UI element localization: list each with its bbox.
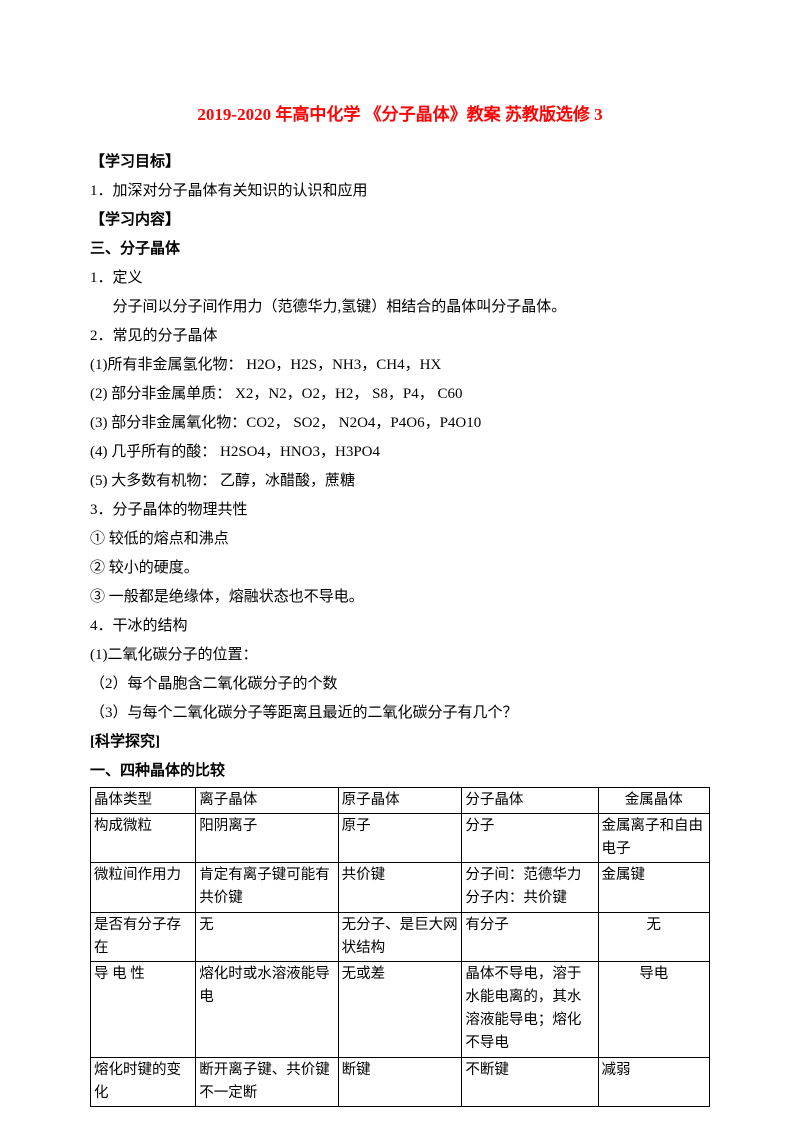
table-cell: 金属离子和自由电子	[598, 813, 709, 862]
table-cell: 无或差	[338, 961, 462, 1057]
table-cell: 导 电 性	[91, 961, 196, 1057]
table-row: 微粒间作用力 肯定有离子键可能有共价键共价键 分子间：范德华力分子内：共价键金属…	[91, 863, 710, 912]
table-row: 构成微粒 阳阴离子原子分子 金属离子和自由电子	[91, 813, 710, 862]
table-cell: 熔化时或水溶液能导电	[196, 961, 338, 1057]
line-c4: (4) 几乎所有的酸： H2SO4，HNO3，H3PO4	[90, 439, 710, 466]
line-phys: 3．分子晶体的物理共性	[90, 497, 710, 524]
table-cell: 分子	[462, 813, 598, 862]
table-row: 晶体类型离子晶体原子晶体分子晶体金属晶体	[91, 787, 710, 813]
table-cell: 分子晶体	[462, 787, 598, 813]
table-row: 是否有分子存在无 无分子、是巨大网状结构有分子无	[91, 912, 710, 961]
table-cell: 阳阴离子	[196, 813, 338, 862]
line-c5: (5) 大多数有机物： 乙醇，冰醋酸，蔗糖	[90, 468, 710, 495]
table-cell: 断键	[338, 1057, 462, 1106]
table-cell: 原子	[338, 813, 462, 862]
table-cell: 金属晶体	[598, 787, 709, 813]
compare-table: 晶体类型离子晶体原子晶体分子晶体金属晶体构成微粒 阳阴离子原子分子 金属离子和自…	[90, 787, 710, 1107]
line-p2: ② 较小的硬度。	[90, 555, 710, 582]
table-cell: 导电	[598, 961, 709, 1057]
line-p1: ① 较低的熔点和沸点	[90, 526, 710, 553]
line-def-body: 分子间以分子间作用力（范德华力,氢键）相结合的晶体叫分子晶体。	[90, 294, 710, 321]
line-d3: （3）与每个二氧化碳分子等距离且最近的二氧化碳分子有几个？	[90, 700, 710, 727]
line-objective-1: 1．加深对分子晶体有关知识的认识和应用	[90, 178, 710, 205]
line-c1: (1)所有非金属氢化物： H2O，H2S，NH3，CH4，HX	[90, 352, 710, 379]
table-cell: 是否有分子存在	[91, 912, 196, 961]
table-cell: 构成微粒	[91, 813, 196, 862]
line-d2: （2）每个晶胞含二氧化碳分子的个数	[90, 671, 710, 698]
table-cell: 断开离子键、共价键不一定断	[196, 1057, 338, 1106]
heading-section3: 三、分子晶体	[90, 236, 710, 263]
table-cell: 肯定有离子键可能有共价键	[196, 863, 338, 912]
table-cell: 晶体不导电，溶于水能电离的，其水溶液能导电；熔化不导电	[462, 961, 598, 1057]
table-cell: 减弱	[598, 1057, 709, 1106]
line-d1: (1)二氧化碳分子的位置：	[90, 642, 710, 669]
document-page: 2019-2020 年高中化学 《分子晶体》教案 苏教版选修 3 【学习目标】 …	[0, 0, 800, 1147]
line-c3: (3) 部分非金属氧化物：CO2， SO2， N2O4，P4O6，P4O10	[90, 410, 710, 437]
table-cell: 原子晶体	[338, 787, 462, 813]
table-cell: 微粒间作用力	[91, 863, 196, 912]
table-cell: 无	[598, 912, 709, 961]
heading-objective: 【学习目标】	[90, 149, 710, 176]
line-def: 1．定义	[90, 265, 710, 292]
doc-title: 2019-2020 年高中化学 《分子晶体》教案 苏教版选修 3	[90, 100, 710, 131]
line-dryice: 4．干冰的结构	[90, 613, 710, 640]
table-cell: 无	[196, 912, 338, 961]
table-cell: 不断键	[462, 1057, 598, 1106]
table-cell: 无分子、是巨大网状结构	[338, 912, 462, 961]
line-c2: (2) 部分非金属单质： X2，N2，O2，H2， S8，P4， C60	[90, 381, 710, 408]
table-cell: 离子晶体	[196, 787, 338, 813]
table-cell: 熔化时键的变化	[91, 1057, 196, 1106]
line-common: 2．常见的分子晶体	[90, 323, 710, 350]
table-cell: 分子间：范德华力分子内：共价键	[462, 863, 598, 912]
table-cell: 共价键	[338, 863, 462, 912]
line-p3: ③ 一般都是绝缘体，熔融状态也不导电。	[90, 584, 710, 611]
heading-explore: [科学探究]	[90, 729, 710, 756]
table-cell: 金属键	[598, 863, 709, 912]
table-row: 导 电 性 熔化时或水溶液能导电无或差 晶体不导电，溶于水能电离的，其水溶液能导…	[91, 961, 710, 1057]
table-row: 熔化时键的变化 断开离子键、共价键不一定断断键不断键减弱	[91, 1057, 710, 1106]
table-cell: 有分子	[462, 912, 598, 961]
table-cell: 晶体类型	[91, 787, 196, 813]
heading-compare: 一、四种晶体的比较	[90, 758, 710, 785]
heading-content: 【学习内容】	[90, 207, 710, 234]
